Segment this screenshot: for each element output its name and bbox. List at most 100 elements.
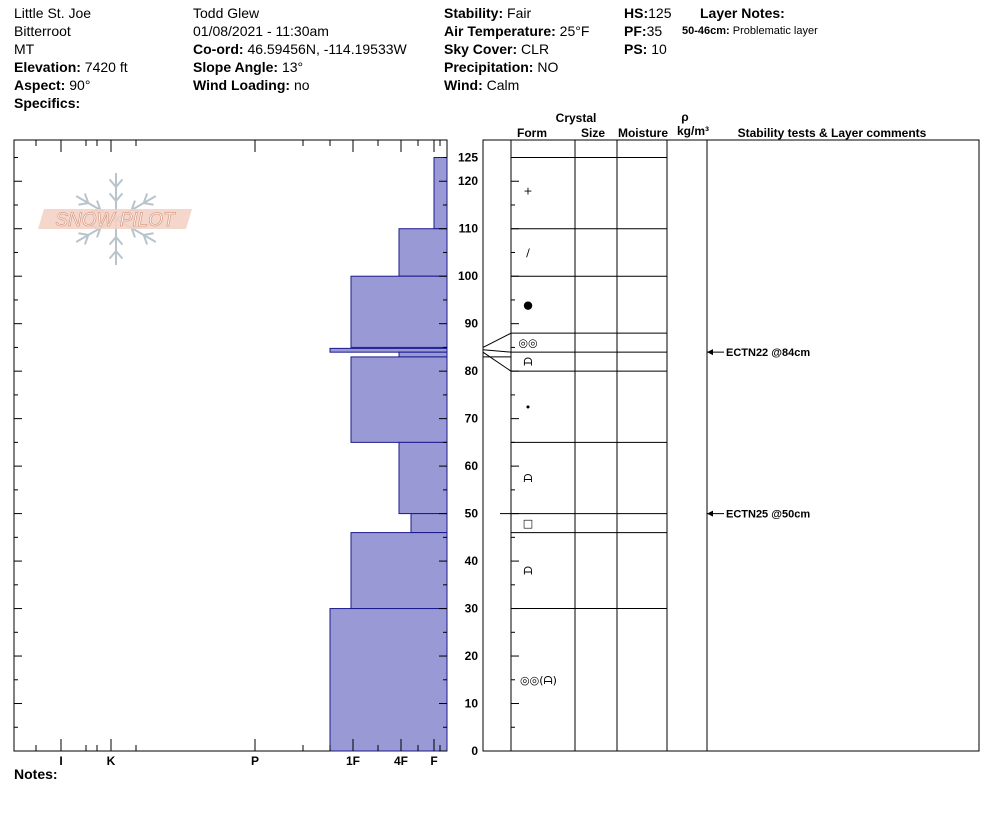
coord-label: Co-ord: [193, 41, 244, 57]
hardness-tick-label: 1F [346, 754, 360, 768]
precip-value: NO [537, 59, 559, 75]
grain-form-symbol: • [525, 401, 532, 414]
layer-note-range: 50-46cm: [682, 25, 730, 37]
pf-label: PF: [624, 23, 647, 39]
air-temp-row: Air Temperature: 25°F [444, 22, 589, 40]
hardness-bar [410, 513, 448, 534]
sky-label: Sky Cover: [444, 41, 518, 57]
hardness-bar [398, 228, 448, 277]
grain-form-symbol: + [523, 185, 532, 198]
hardness-tick-label: F [430, 754, 437, 768]
stability-test-arrow [707, 349, 713, 356]
hardness-bar [350, 275, 448, 348]
hs-label: HS: [624, 5, 649, 21]
header-rho: ρ [681, 110, 688, 124]
snowpilot-logo-text: SNOW PILOT [55, 210, 176, 231]
hardness-bar [398, 351, 448, 358]
observation-datetime: 01/08/2021 - 11:30am [193, 23, 329, 39]
layer-table-frame [482, 139, 980, 752]
depth-tick-label: 110 [459, 222, 479, 236]
coord-value: 46.59456N, -114.19533W [247, 41, 407, 57]
hardness-bar [329, 608, 448, 752]
state-name: MT [14, 41, 35, 57]
wind-loading-row: Wind Loading: no [193, 76, 407, 94]
header-moisture: Moisture [618, 126, 668, 140]
stability-label: Stability: [444, 5, 504, 21]
depth-tick-label: 80 [465, 364, 479, 378]
header-crystal: Crystal [556, 111, 597, 125]
grain-form-symbol: ᗩ [523, 472, 532, 485]
hardness-bar [329, 347, 448, 353]
location-name: Little St. Joe [14, 5, 92, 21]
pf-row: PF:35 [624, 22, 671, 40]
hardness-bar [350, 356, 448, 443]
wind-value: Calm [486, 77, 520, 93]
grain-form-symbol: ᗩ [523, 565, 532, 578]
grain-form-symbol: □ [523, 517, 533, 530]
depth-tick-label: 50 [465, 507, 479, 521]
depth-tick-label: 70 [465, 412, 479, 426]
depth-tick-label: 30 [465, 602, 479, 616]
slope-label: Slope Angle: [193, 59, 279, 75]
layer-note-text: Problematic layer [732, 25, 818, 37]
header-density-unit: kg/m³ [677, 124, 709, 138]
grain-form-symbol: ● [523, 299, 533, 312]
stability-test-label: ECTN22 @84cm [726, 347, 810, 359]
observer-name: Todd Glew [193, 5, 260, 21]
layer-connector [482, 349, 512, 353]
layer-notes-title: Layer Notes: [700, 5, 785, 21]
depth-tick-label: 100 [458, 269, 478, 283]
wind-row: Wind: Calm [444, 76, 589, 94]
elevation-label: Elevation: [14, 59, 81, 75]
slope-value: 13° [281, 59, 304, 75]
slope-row: Slope Angle: 13° [193, 58, 407, 76]
snowpilot-logo: SNOW PILOT [38, 173, 192, 265]
depth-tick-label: 120 [458, 174, 478, 188]
air-temp-label: Air Temperature: [444, 23, 556, 39]
precip-row: Precipitation: NO [444, 58, 589, 76]
header-conditions-block: Stability: Fair Air Temperature: 25°F Sk… [444, 4, 589, 94]
wind-loading-label: Wind Loading: [193, 77, 291, 93]
elevation-row: Elevation: 7420 ft [14, 58, 128, 76]
range-name: Bitterroot [14, 23, 71, 39]
ps-value: 10 [651, 41, 667, 57]
aspect-value: 90° [69, 77, 91, 93]
sky-row: Sky Cover: CLR [444, 40, 589, 58]
hardness-bar [398, 441, 448, 515]
depth-tick-label: 125 [458, 151, 478, 165]
header-size: Size [581, 126, 605, 140]
aspect-label: Aspect: [14, 77, 66, 93]
layer-connector [482, 351, 512, 372]
aspect-row: Aspect: 90° [14, 76, 128, 94]
stability-row: Stability: Fair [444, 4, 589, 22]
header-depth-block: HS:125 PF:35 PS: 10 [624, 4, 671, 58]
layer-note-row: 50-46cm: Problematic layer [682, 22, 818, 40]
stability-test-arrow [707, 510, 713, 517]
layer-connector [482, 332, 512, 348]
sky-value: CLR [521, 41, 550, 57]
hs-row: HS:125 [624, 4, 671, 22]
specifics-row: Specifics: [14, 94, 128, 112]
ps-row: PS: 10 [624, 40, 671, 58]
depth-tick-label: 20 [465, 649, 479, 663]
coord-row: Co-ord: 46.59456N, -114.19533W [193, 40, 407, 58]
air-temp-value: 25°F [559, 23, 590, 39]
depth-tick-label: 60 [465, 459, 479, 473]
depth-tick-label: 40 [465, 554, 479, 568]
grain-form-symbol: / [526, 246, 530, 259]
wind-label: Wind: [444, 77, 483, 93]
depth-tick-label: 0 [471, 744, 478, 758]
header-site-block: Little St. Joe Bitterroot MT Elevation: … [14, 4, 128, 112]
hardness-tick-label: P [251, 754, 259, 768]
grain-form-symbol: ᗩ [523, 356, 532, 369]
stability-value: Fair [507, 5, 532, 21]
wind-loading-value: no [293, 77, 310, 93]
header-observer-block: Todd Glew 01/08/2021 - 11:30am Co-ord: 4… [193, 4, 407, 94]
elevation-value: 7420 ft [84, 59, 128, 75]
hardness-tick-label: K [107, 754, 116, 768]
ps-label: PS: [624, 41, 648, 57]
hardness-bar [433, 157, 448, 230]
hardness-bar [350, 532, 448, 610]
hardness-tick-label: 4F [394, 754, 408, 768]
